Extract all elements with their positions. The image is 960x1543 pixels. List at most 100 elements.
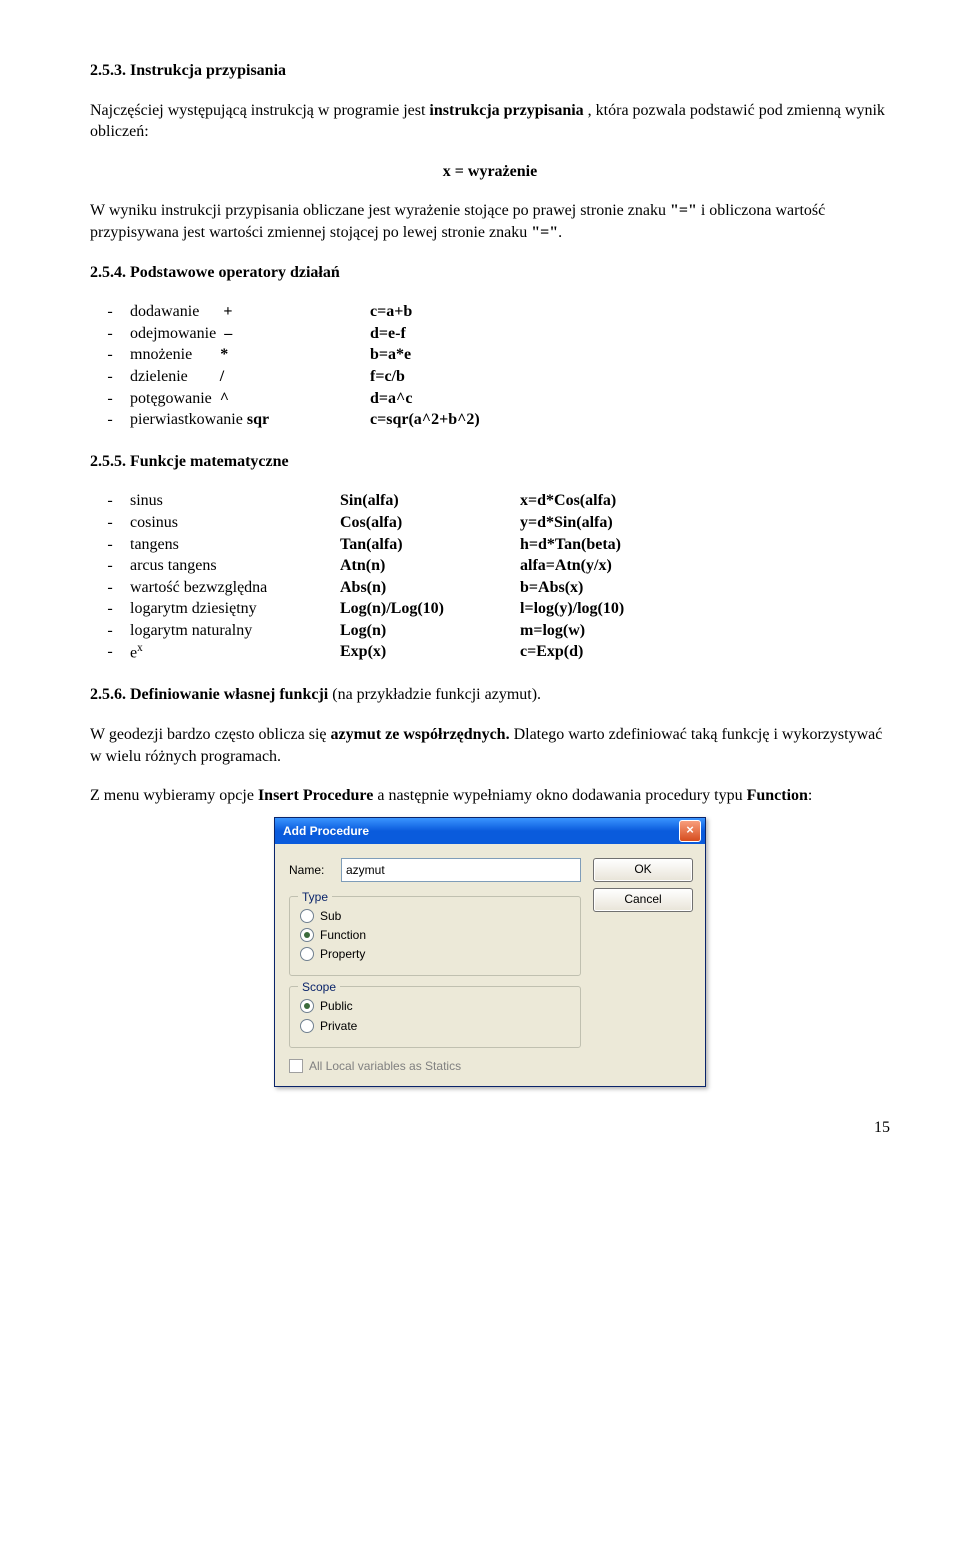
titlebar[interactable]: Add Procedure ×: [275, 818, 705, 844]
radio-function[interactable]: Function: [300, 927, 570, 943]
op-name: pierwiastkowanie sqr: [130, 409, 370, 431]
radio-sub[interactable]: Sub: [300, 908, 570, 924]
heading-254: 2.5.4. Podstawowe operatory działań: [90, 262, 890, 284]
op-example: c=a+b: [370, 301, 890, 323]
fn-name: logarytm naturalny: [130, 620, 340, 642]
bullet: -: [90, 366, 130, 388]
list-item: - odejmowanie – d=e-f: [90, 323, 890, 345]
heading-253: 2.5.3. Instrukcja przypisania: [90, 60, 890, 82]
radio-label: Property: [320, 946, 365, 962]
list-item: - arcus tangens Atn(n) alfa=Atn(y/x): [90, 555, 890, 577]
op-example: d=e-f: [370, 323, 890, 345]
dialog-container: Add Procedure × Name: Type Sub Fun: [90, 817, 890, 1087]
scope-group-label: Scope: [298, 979, 340, 995]
fn-name: wartość bezwzględna: [130, 577, 340, 599]
heading-text: 2.5.6. Definiowanie własnej funkcji: [90, 686, 332, 703]
name-input[interactable]: [341, 858, 581, 882]
close-button[interactable]: ×: [679, 820, 701, 842]
list-item: - pierwiastkowanie sqr c=sqr(a^2+b^2): [90, 409, 890, 431]
type-group: Type Sub Function Property: [289, 896, 581, 977]
radio-label: Sub: [320, 908, 341, 924]
fn-name: logarytm dziesiętny: [130, 598, 340, 620]
bullet: -: [90, 534, 130, 556]
list-item: - mnożenie * b=a*e: [90, 344, 890, 366]
fn-name: sinus: [130, 490, 340, 512]
text: a następnie wypełniamy okno dodawania pr…: [373, 787, 746, 804]
radio-label: Function: [320, 927, 366, 943]
op-name: dzielenie /: [130, 366, 370, 388]
fn-call: Log(n)/Log(10): [340, 598, 520, 620]
fn-example: l=log(y)/log(10): [520, 598, 890, 620]
radio-public[interactable]: Public: [300, 998, 570, 1014]
cancel-button[interactable]: Cancel: [593, 888, 693, 912]
fn-example: alfa=Atn(y/x): [520, 555, 890, 577]
bullet: -: [90, 323, 130, 345]
text: W geodezji bardzo często oblicza się: [90, 726, 330, 743]
list-item: - ex Exp(x) c=Exp(d): [90, 641, 890, 664]
text: :: [808, 787, 812, 804]
radio-icon: [300, 1019, 314, 1033]
fn-example: x=d*Cos(alfa): [520, 490, 890, 512]
fn-call: Abs(n): [340, 577, 520, 599]
bullet: -: [90, 344, 130, 366]
term-instrukcja-przypisania: instrukcja przypisania: [429, 102, 583, 119]
bullet: -: [90, 577, 130, 599]
list-item: - sinus Sin(alfa) x=d*Cos(alfa): [90, 490, 890, 512]
para-256-2: Z menu wybieramy opcje Insert Procedure …: [90, 785, 890, 807]
radio-icon: [300, 999, 314, 1013]
fn-call: Atn(n): [340, 555, 520, 577]
list-item: - potęgowanie ^ d=a^c: [90, 388, 890, 410]
heading-255: 2.5.5. Funkcje matematyczne: [90, 451, 890, 473]
op-name: mnożenie *: [130, 344, 370, 366]
text: Z menu wybieramy opcje: [90, 787, 258, 804]
fn-call: Tan(alfa): [340, 534, 520, 556]
para-256-1: W geodezji bardzo często oblicza się azy…: [90, 724, 890, 767]
text: "=": [531, 224, 558, 241]
heading-256: 2.5.6. Definiowanie własnej funkcji (na …: [90, 684, 890, 706]
list-item: - tangens Tan(alfa) h=d*Tan(beta): [90, 534, 890, 556]
text: W wyniku instrukcji przypisania obliczan…: [90, 202, 670, 219]
dialog-right: OK Cancel: [581, 858, 693, 1074]
bullet: -: [90, 301, 130, 323]
bullet: -: [90, 620, 130, 642]
statics-checkbox-row[interactable]: All Local variables as Statics: [289, 1058, 581, 1074]
expression: x = wyrażenie: [90, 161, 890, 183]
bullet: -: [90, 490, 130, 512]
dialog-body: Name: Type Sub Function Proper: [275, 844, 705, 1086]
list-item: - logarytm dziesiętny Log(n)/Log(10) l=l…: [90, 598, 890, 620]
fn-name: ex: [130, 641, 340, 664]
term-azymut: azymut ze współrzędnych.: [330, 726, 509, 743]
radio-label: Public: [320, 998, 353, 1014]
fn-example: c=Exp(d): [520, 641, 890, 664]
fn-name: arcus tangens: [130, 555, 340, 577]
add-procedure-dialog: Add Procedure × Name: Type Sub Fun: [274, 817, 706, 1087]
list-item: - wartość bezwzględna Abs(n) b=Abs(x): [90, 577, 890, 599]
radio-label: Private: [320, 1018, 357, 1034]
fn-call: Cos(alfa): [340, 512, 520, 534]
checkbox-icon: [289, 1059, 303, 1073]
bullet: -: [90, 388, 130, 410]
bullet: -: [90, 641, 130, 664]
menu-path: Insert Procedure: [258, 787, 373, 804]
fn-call: Exp(x): [340, 641, 520, 664]
radio-icon: [300, 928, 314, 942]
name-row: Name:: [289, 858, 581, 882]
heading-suffix: (na przykładzie funkcji azymut).: [332, 686, 541, 703]
op-example: b=a*e: [370, 344, 890, 366]
op-name: odejmowanie –: [130, 323, 370, 345]
op-example: d=a^c: [370, 388, 890, 410]
list-item: - logarytm naturalny Log(n) m=log(w): [90, 620, 890, 642]
fn-example: y=d*Sin(alfa): [520, 512, 890, 534]
text: Najczęściej występującą instrukcją w pro…: [90, 102, 429, 119]
radio-private[interactable]: Private: [300, 1018, 570, 1034]
functions-list: - sinus Sin(alfa) x=d*Cos(alfa) - cosinu…: [90, 490, 890, 664]
bullet: -: [90, 409, 130, 431]
list-item: - dodawanie + c=a+b: [90, 301, 890, 323]
para-253-2: W wyniku instrukcji przypisania obliczan…: [90, 200, 890, 243]
term-function: Function: [747, 787, 808, 804]
fn-example: h=d*Tan(beta): [520, 534, 890, 556]
radio-property[interactable]: Property: [300, 946, 570, 962]
text: .: [558, 224, 562, 241]
list-item: - dzielenie / f=c/b: [90, 366, 890, 388]
ok-button[interactable]: OK: [593, 858, 693, 882]
